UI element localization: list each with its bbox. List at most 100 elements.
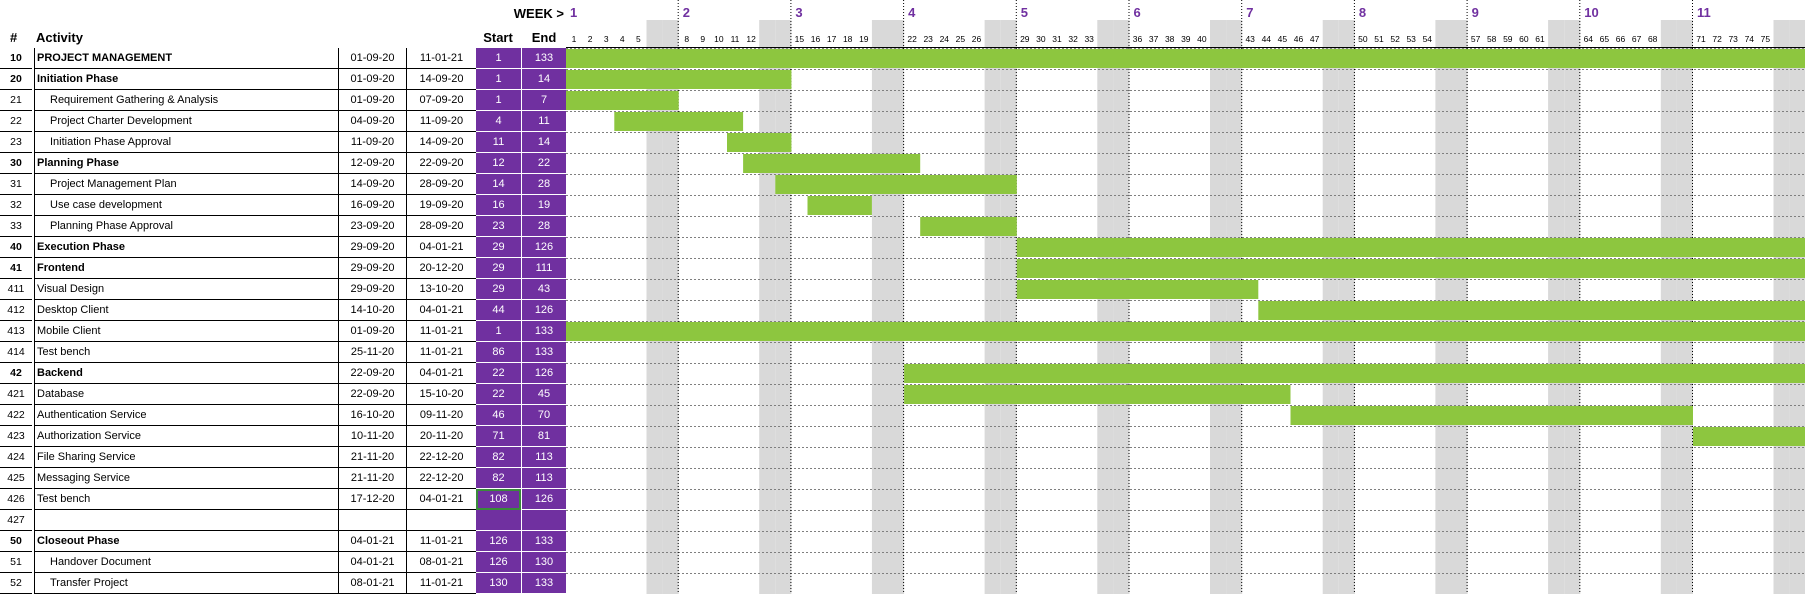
end-date[interactable]: 14-09-20 <box>406 132 476 153</box>
row-id[interactable]: 23 <box>0 132 32 153</box>
activity-name[interactable]: Planning Phase <box>34 153 338 174</box>
end-date[interactable]: 19-09-20 <box>406 195 476 216</box>
start-day[interactable]: 86 <box>476 342 521 363</box>
activity-name[interactable]: Project Management Plan <box>34 174 338 195</box>
end-date[interactable]: 11-01-21 <box>406 342 476 363</box>
activity-name[interactable]: Authorization Service <box>34 426 338 447</box>
start-day[interactable]: 126 <box>476 552 521 573</box>
end-day[interactable]: 133 <box>521 531 566 552</box>
start-date[interactable] <box>338 510 406 531</box>
row-id[interactable]: 421 <box>0 384 32 405</box>
activity-name[interactable]: PROJECT MANAGEMENT <box>34 48 338 69</box>
end-date[interactable]: 08-01-21 <box>406 552 476 573</box>
row-id[interactable]: 22 <box>0 111 32 132</box>
activity-name[interactable]: Messaging Service <box>34 468 338 489</box>
activity-name[interactable]: File Sharing Service <box>34 447 338 468</box>
row-id[interactable]: 32 <box>0 195 32 216</box>
row-id[interactable]: 51 <box>0 552 32 573</box>
end-day[interactable]: 133 <box>521 573 566 594</box>
end-date[interactable]: 22-12-20 <box>406 447 476 468</box>
start-date[interactable]: 01-09-20 <box>338 69 406 90</box>
start-day[interactable]: 44 <box>476 300 521 321</box>
gantt-bar[interactable] <box>904 364 1805 383</box>
gantt-bar[interactable] <box>1258 301 1805 320</box>
end-date[interactable]: 11-09-20 <box>406 111 476 132</box>
end-day[interactable]: 11 <box>521 111 566 132</box>
start-date[interactable]: 10-11-20 <box>338 426 406 447</box>
activity-name[interactable]: Database <box>34 384 338 405</box>
start-date[interactable]: 22-09-20 <box>338 363 406 384</box>
gantt-bar[interactable] <box>1016 259 1805 278</box>
activity-name[interactable]: Frontend <box>34 258 338 279</box>
row-id[interactable]: 31 <box>0 174 32 195</box>
start-date[interactable]: 23-09-20 <box>338 216 406 237</box>
activity-name[interactable]: Test bench <box>34 489 338 510</box>
start-date[interactable]: 17-12-20 <box>338 489 406 510</box>
end-date[interactable]: 14-09-20 <box>406 69 476 90</box>
end-day[interactable]: 19 <box>521 195 566 216</box>
end-day[interactable]: 126 <box>521 300 566 321</box>
end-date[interactable]: 11-01-21 <box>406 531 476 552</box>
gantt-bar[interactable] <box>1016 238 1805 257</box>
start-date[interactable]: 04-01-21 <box>338 552 406 573</box>
start-date[interactable]: 11-09-20 <box>338 132 406 153</box>
start-day[interactable]: 82 <box>476 447 521 468</box>
end-date[interactable]: 20-11-20 <box>406 426 476 447</box>
activity-name[interactable]: Initiation Phase <box>34 69 338 90</box>
start-date[interactable]: 25-11-20 <box>338 342 406 363</box>
start-date[interactable]: 04-01-21 <box>338 531 406 552</box>
gantt-bar[interactable] <box>614 112 744 131</box>
start-day[interactable]: 11 <box>476 132 521 153</box>
gantt-bar[interactable] <box>1016 280 1259 299</box>
end-date[interactable]: 04-01-21 <box>406 237 476 258</box>
start-day[interactable] <box>476 510 521 531</box>
start-date[interactable]: 22-09-20 <box>338 384 406 405</box>
activity-name[interactable]: Planning Phase Approval <box>34 216 338 237</box>
activity-name[interactable]: Visual Design <box>34 279 338 300</box>
end-date[interactable]: 04-01-21 <box>406 489 476 510</box>
row-id[interactable]: 424 <box>0 447 32 468</box>
activity-name[interactable]: Closeout Phase <box>34 531 338 552</box>
activity-name[interactable]: Execution Phase <box>34 237 338 258</box>
end-day[interactable]: 111 <box>521 258 566 279</box>
end-day[interactable]: 14 <box>521 132 566 153</box>
end-day[interactable]: 45 <box>521 384 566 405</box>
start-day[interactable]: 29 <box>476 258 521 279</box>
start-day[interactable]: 108 <box>476 489 521 510</box>
gantt-bar[interactable] <box>566 70 792 89</box>
end-date[interactable]: 13-10-20 <box>406 279 476 300</box>
start-date[interactable]: 01-09-20 <box>338 321 406 342</box>
end-day[interactable]: 22 <box>521 153 566 174</box>
row-id[interactable]: 33 <box>0 216 32 237</box>
gantt-bar[interactable] <box>566 322 1805 341</box>
gantt-bar[interactable] <box>566 91 679 110</box>
start-day[interactable]: 22 <box>476 384 521 405</box>
gantt-bar[interactable] <box>1290 406 1694 425</box>
end-date[interactable]: 11-01-21 <box>406 321 476 342</box>
start-date[interactable]: 29-09-20 <box>338 237 406 258</box>
gantt-bar[interactable] <box>1693 427 1805 446</box>
start-date[interactable]: 29-09-20 <box>338 279 406 300</box>
activity-name[interactable] <box>34 510 338 531</box>
end-day[interactable]: 133 <box>521 342 566 363</box>
row-id[interactable]: 52 <box>0 573 32 594</box>
end-date[interactable]: 11-01-21 <box>406 48 476 69</box>
row-id[interactable]: 423 <box>0 426 32 447</box>
activity-name[interactable]: Use case development <box>34 195 338 216</box>
end-day[interactable]: 28 <box>521 174 566 195</box>
gantt-bar[interactable] <box>807 196 872 215</box>
gantt-bar[interactable] <box>743 154 921 173</box>
start-date[interactable]: 14-09-20 <box>338 174 406 195</box>
start-date[interactable]: 08-01-21 <box>338 573 406 594</box>
end-day[interactable]: 28 <box>521 216 566 237</box>
end-date[interactable]: 07-09-20 <box>406 90 476 111</box>
row-id[interactable]: 422 <box>0 405 32 426</box>
end-date[interactable]: 22-12-20 <box>406 468 476 489</box>
start-day[interactable]: 4 <box>476 111 521 132</box>
end-day[interactable]: 133 <box>521 48 566 69</box>
gantt-bar[interactable] <box>920 217 1017 236</box>
start-date[interactable]: 14-10-20 <box>338 300 406 321</box>
end-date[interactable]: 11-01-21 <box>406 573 476 594</box>
activity-name[interactable]: Requirement Gathering & Analysis <box>34 90 338 111</box>
start-day[interactable]: 14 <box>476 174 521 195</box>
